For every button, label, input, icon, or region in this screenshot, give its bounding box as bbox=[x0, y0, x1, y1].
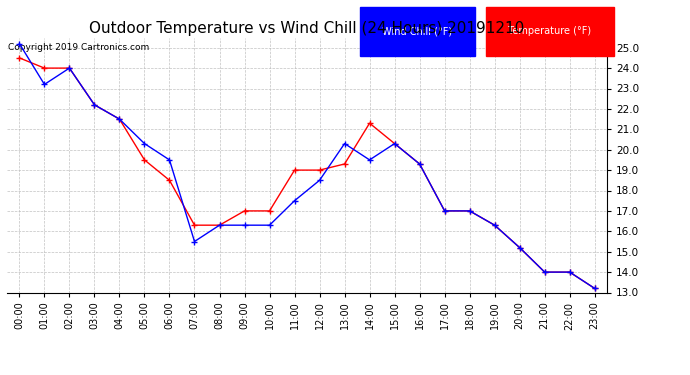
Title: Outdoor Temperature vs Wind Chill (24 Hours) 20191210: Outdoor Temperature vs Wind Chill (24 Ho… bbox=[90, 21, 524, 36]
Text: Temperature (°F): Temperature (°F) bbox=[505, 26, 594, 36]
Text: Wind Chill (°F): Wind Chill (°F) bbox=[379, 26, 455, 36]
Text: Copyright 2019 Cartronics.com: Copyright 2019 Cartronics.com bbox=[8, 43, 149, 52]
